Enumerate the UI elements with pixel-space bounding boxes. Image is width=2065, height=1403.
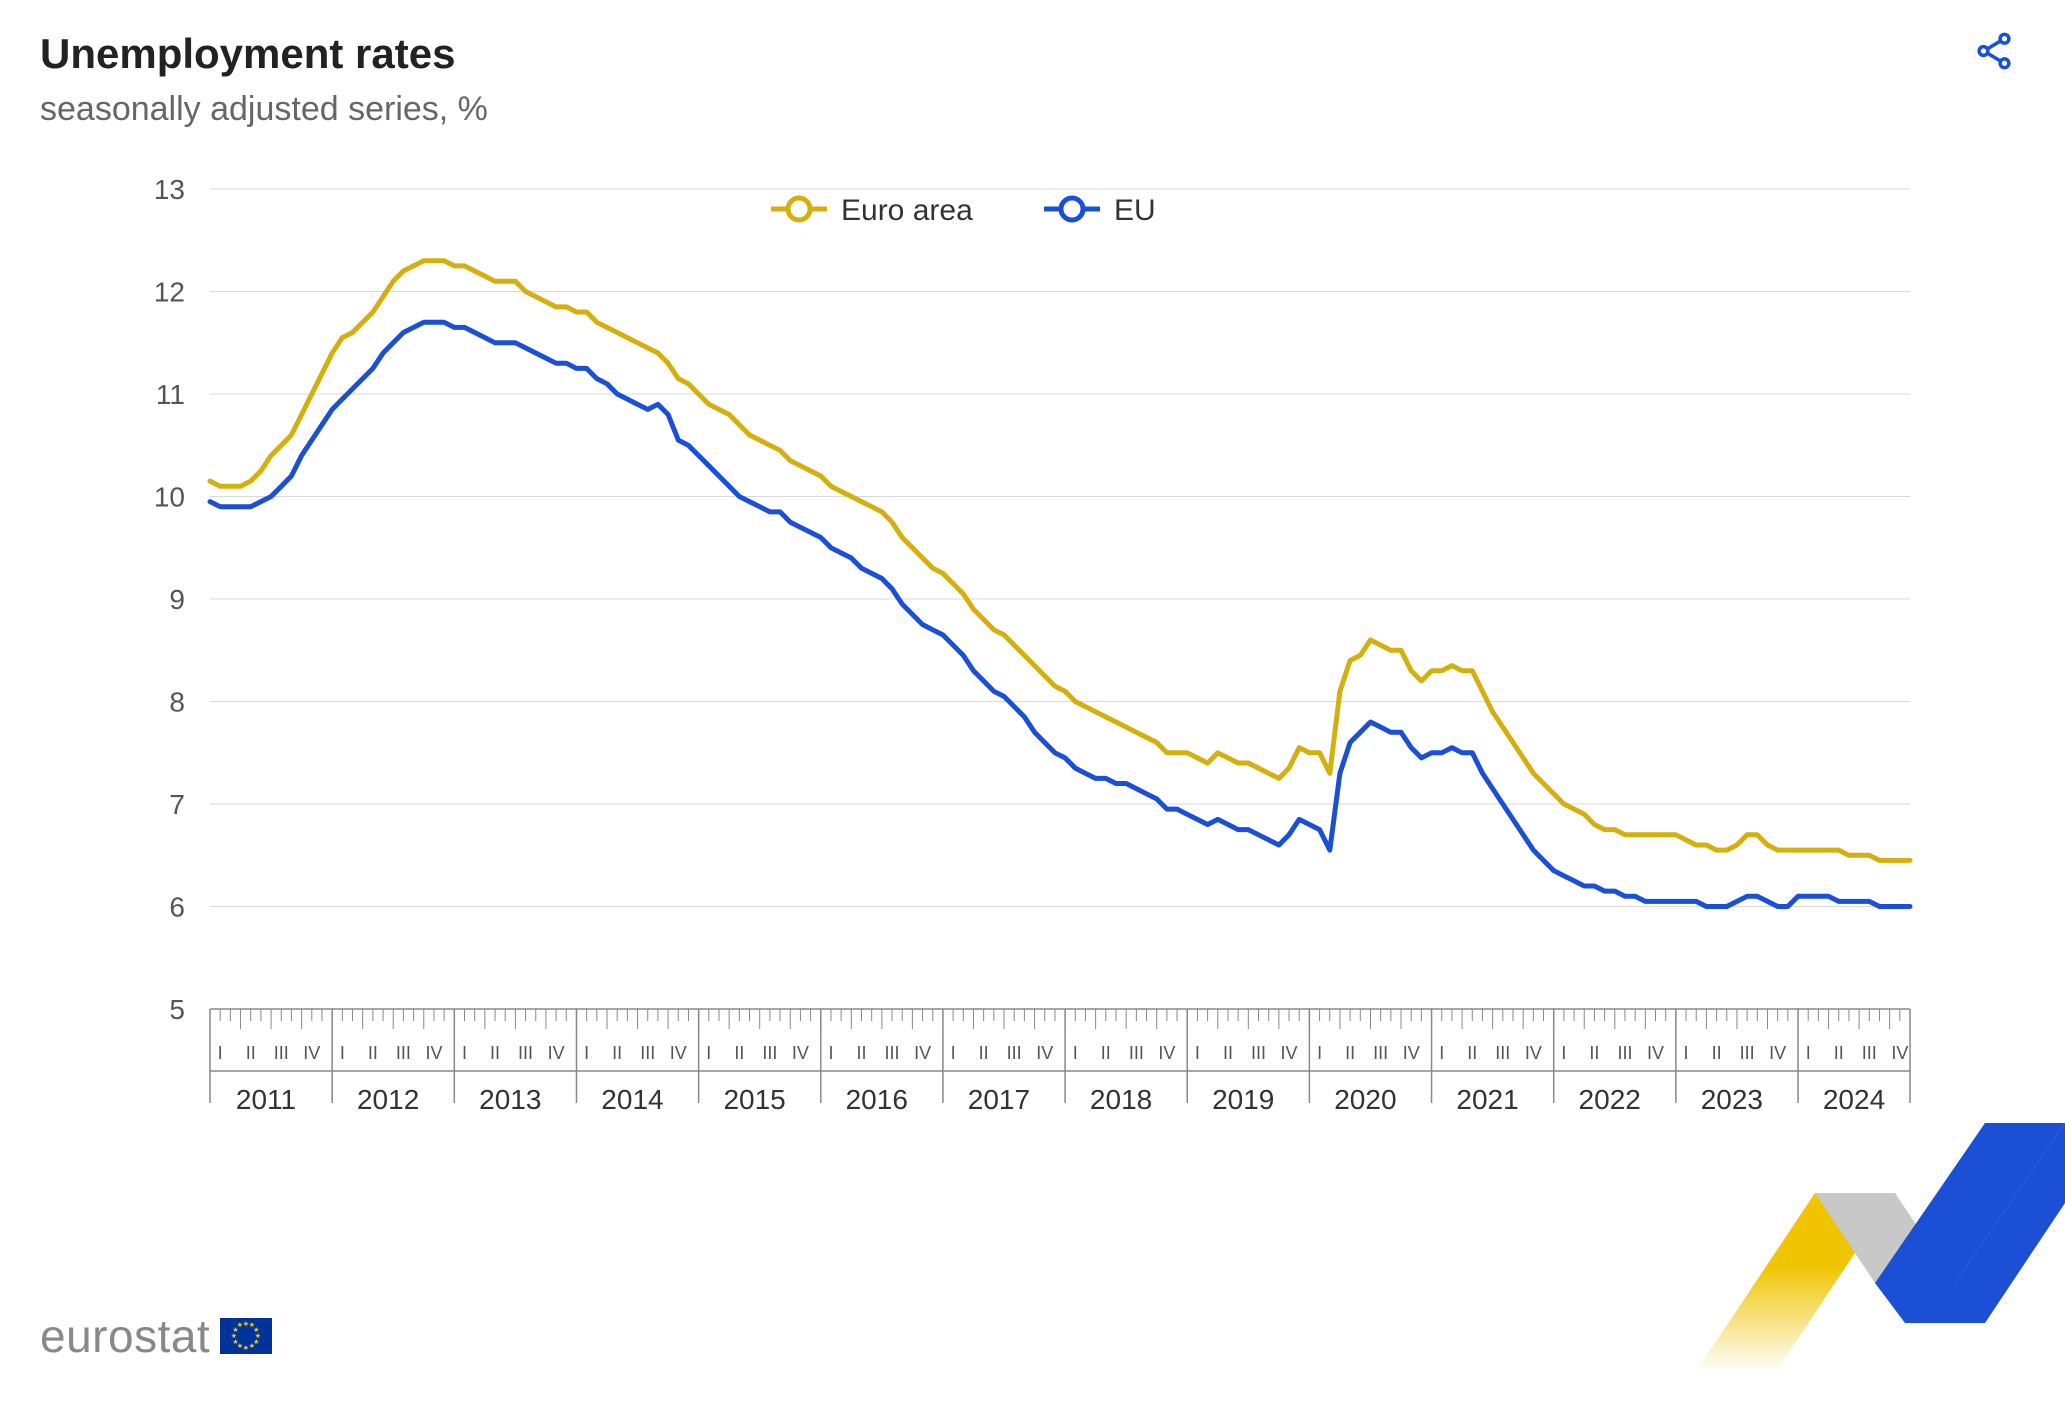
chart: 5678910111213IIIIIIIV2011IIIIIIIV2012III… — [80, 159, 2025, 1204]
x-quarter-label: IV — [1647, 1043, 1664, 1063]
x-quarter-label: I — [706, 1043, 711, 1063]
x-quarter-label: II — [1589, 1043, 1599, 1063]
eu-flag-icon: ★★★★★★★★★★★★ — [220, 1318, 272, 1354]
x-year-label: 2012 — [357, 1084, 419, 1115]
y-tick-label: 5 — [169, 994, 185, 1025]
y-tick-label: 10 — [154, 482, 185, 513]
y-tick-label: 12 — [154, 277, 185, 308]
x-quarter-label: I — [584, 1043, 589, 1063]
y-tick-label: 13 — [154, 174, 185, 205]
series-line — [210, 322, 1910, 906]
x-quarter-label: I — [1806, 1043, 1811, 1063]
x-quarter-label: II — [856, 1043, 866, 1063]
x-quarter-label: II — [1834, 1043, 1844, 1063]
x-quarter-label: I — [1684, 1043, 1689, 1063]
x-quarter-label: III — [1740, 1043, 1755, 1063]
x-quarter-label: III — [762, 1043, 777, 1063]
x-year-label: 2018 — [1090, 1084, 1152, 1115]
y-tick-label: 9 — [169, 584, 185, 615]
x-quarter-label: I — [1317, 1043, 1322, 1063]
x-quarter-label: IV — [1158, 1043, 1175, 1063]
brand-footer: eurostat ★★★★★★★★★★★★ — [40, 1309, 272, 1363]
x-year-label: 2019 — [1212, 1084, 1274, 1115]
x-quarter-label: IV — [1769, 1043, 1786, 1063]
x-quarter-label: III — [1129, 1043, 1144, 1063]
x-quarter-label: IV — [548, 1043, 565, 1063]
x-quarter-label: III — [1251, 1043, 1266, 1063]
x-quarter-label: IV — [914, 1043, 931, 1063]
x-quarter-label: III — [1617, 1043, 1632, 1063]
x-quarter-label: III — [885, 1043, 900, 1063]
x-quarter-label: IV — [1281, 1043, 1298, 1063]
x-quarter-label: IV — [670, 1043, 687, 1063]
y-tick-label: 11 — [156, 379, 185, 410]
x-year-label: 2021 — [1456, 1084, 1518, 1115]
x-quarter-label: II — [1101, 1043, 1111, 1063]
x-quarter-label: I — [218, 1043, 223, 1063]
x-quarter-label: IV — [1036, 1043, 1053, 1063]
x-quarter-label: II — [1345, 1043, 1355, 1063]
page: Unemployment rates seasonally adjusted s… — [0, 0, 2065, 1403]
x-year-label: 2023 — [1701, 1084, 1763, 1115]
x-quarter-label: IV — [792, 1043, 809, 1063]
x-quarter-label: I — [340, 1043, 345, 1063]
x-quarter-label: III — [518, 1043, 533, 1063]
share-icon[interactable] — [1973, 30, 2015, 77]
x-quarter-label: I — [1073, 1043, 1078, 1063]
x-quarter-label: I — [1439, 1043, 1444, 1063]
x-quarter-label: II — [246, 1043, 256, 1063]
y-tick-label: 7 — [169, 789, 185, 820]
legend-label: EU — [1114, 194, 1156, 227]
x-quarter-label: III — [396, 1043, 411, 1063]
x-quarter-label: IV — [1891, 1043, 1908, 1063]
x-quarter-label: IV — [425, 1043, 442, 1063]
y-tick-label: 8 — [169, 687, 185, 718]
x-quarter-label: II — [490, 1043, 500, 1063]
x-quarter-label: III — [1862, 1043, 1877, 1063]
x-quarter-label: II — [1712, 1043, 1722, 1063]
x-quarter-label: I — [1561, 1043, 1566, 1063]
x-quarter-label: II — [1467, 1043, 1477, 1063]
x-quarter-label: III — [1007, 1043, 1022, 1063]
x-quarter-label: I — [828, 1043, 833, 1063]
x-quarter-label: III — [1373, 1043, 1388, 1063]
x-quarter-label: I — [462, 1043, 467, 1063]
x-quarter-label: IV — [1525, 1043, 1542, 1063]
brand-label: eurostat — [40, 1309, 210, 1363]
x-year-label: 2017 — [968, 1084, 1030, 1115]
y-tick-label: 6 — [169, 892, 185, 923]
chart-title: Unemployment rates — [40, 30, 2025, 78]
chart-subtitle: seasonally adjusted series, % — [40, 90, 2025, 129]
x-year-label: 2011 — [236, 1084, 296, 1115]
chart-svg: 5678910111213IIIIIIIV2011IIIIIIIV2012III… — [80, 159, 2020, 1199]
x-year-label: 2024 — [1823, 1084, 1885, 1115]
x-quarter-label: IV — [1403, 1043, 1420, 1063]
x-quarter-label: I — [951, 1043, 956, 1063]
x-quarter-label: II — [612, 1043, 622, 1063]
x-year-label: 2014 — [601, 1084, 663, 1115]
x-year-label: 2015 — [723, 1084, 785, 1115]
x-quarter-label: III — [274, 1043, 289, 1063]
x-quarter-label: IV — [303, 1043, 320, 1063]
x-year-label: 2016 — [846, 1084, 908, 1115]
x-quarter-label: I — [1195, 1043, 1200, 1063]
x-year-label: 2020 — [1334, 1084, 1396, 1115]
x-quarter-label: III — [1495, 1043, 1510, 1063]
legend-label: Euro area — [841, 194, 973, 227]
x-year-label: 2022 — [1579, 1084, 1641, 1115]
x-quarter-label: II — [1223, 1043, 1233, 1063]
x-quarter-label: II — [979, 1043, 989, 1063]
x-quarter-label: II — [734, 1043, 744, 1063]
x-quarter-label: II — [368, 1043, 378, 1063]
x-year-label: 2013 — [479, 1084, 541, 1115]
x-quarter-label: III — [640, 1043, 655, 1063]
series-line — [210, 261, 1910, 861]
